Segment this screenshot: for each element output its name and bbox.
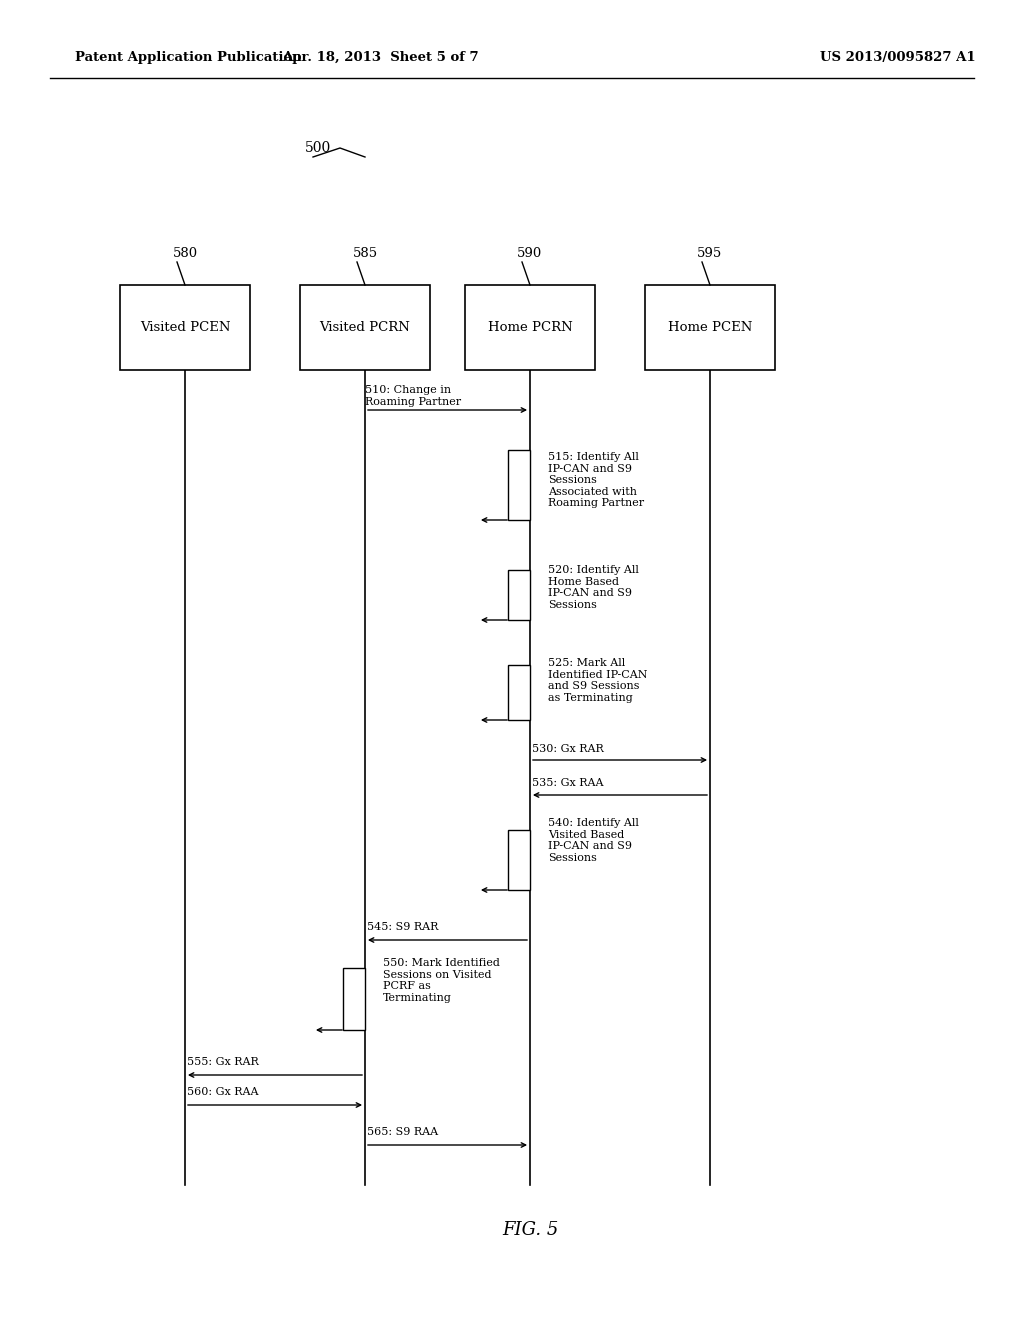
Text: 530: Gx RAR: 530: Gx RAR: [532, 744, 604, 754]
Text: 590: 590: [517, 247, 543, 260]
Text: Visited PCEN: Visited PCEN: [139, 321, 230, 334]
Text: Visited PCRN: Visited PCRN: [319, 321, 411, 334]
Text: Patent Application Publication: Patent Application Publication: [75, 51, 302, 65]
Text: 500: 500: [305, 141, 331, 154]
Bar: [508, 450, 530, 520]
Text: 580: 580: [172, 247, 198, 260]
Text: 535: Gx RAA: 535: Gx RAA: [532, 777, 603, 788]
Text: 525: Mark All
Identified IP-CAN
and S9 Sessions
as Terminating: 525: Mark All Identified IP-CAN and S9 S…: [548, 657, 647, 702]
Text: FIG. 5: FIG. 5: [502, 1221, 558, 1239]
Bar: [465, 285, 595, 370]
Bar: [508, 665, 530, 719]
Text: 555: Gx RAR: 555: Gx RAR: [187, 1057, 259, 1067]
Bar: [508, 570, 530, 620]
Text: Home PCEN: Home PCEN: [668, 321, 753, 334]
Text: 560: Gx RAA: 560: Gx RAA: [187, 1086, 258, 1097]
Text: 520: Identify All
Home Based
IP-CAN and S9
Sessions: 520: Identify All Home Based IP-CAN and …: [548, 565, 639, 610]
Bar: [120, 285, 250, 370]
Bar: [645, 285, 775, 370]
Text: 515: Identify All
IP-CAN and S9
Sessions
Associated with
Roaming Partner: 515: Identify All IP-CAN and S9 Sessions…: [548, 451, 644, 508]
Text: 595: 595: [697, 247, 723, 260]
Text: US 2013/0095827 A1: US 2013/0095827 A1: [820, 51, 976, 65]
Text: 565: S9 RAA: 565: S9 RAA: [367, 1127, 438, 1137]
Text: 510: Change in
Roaming Partner: 510: Change in Roaming Partner: [365, 385, 461, 407]
Bar: [508, 830, 530, 890]
Text: 585: 585: [352, 247, 378, 260]
Text: 550: Mark Identified
Sessions on Visited
PCRF as
Terminating: 550: Mark Identified Sessions on Visited…: [383, 958, 500, 1003]
Text: Apr. 18, 2013  Sheet 5 of 7: Apr. 18, 2013 Sheet 5 of 7: [282, 51, 478, 65]
Bar: [343, 968, 365, 1030]
Text: Home PCRN: Home PCRN: [487, 321, 572, 334]
Text: 545: S9 RAR: 545: S9 RAR: [367, 921, 438, 932]
Bar: [300, 285, 430, 370]
Text: 540: Identify All
Visited Based
IP-CAN and S9
Sessions: 540: Identify All Visited Based IP-CAN a…: [548, 818, 639, 863]
